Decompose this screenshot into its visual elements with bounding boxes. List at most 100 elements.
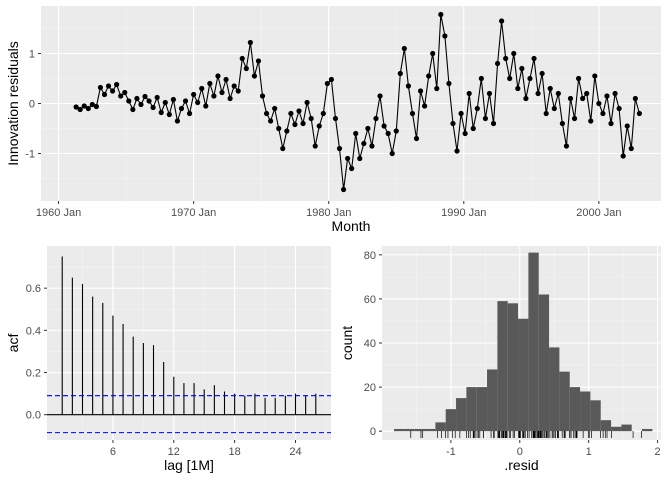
residual-point [316,123,322,129]
histogram-bar [590,400,601,432]
residual-point [138,101,144,108]
residual-point [422,103,428,109]
residual-point [251,73,258,79]
y-tick-label: 80 [364,250,376,262]
histogram-bar [549,347,560,432]
residual-point [567,95,574,102]
residual-point [499,18,505,24]
residual-point [486,90,493,97]
x-tick-label: 1970 Jan [171,207,216,219]
residual-point [612,90,618,97]
residual-point [458,110,464,117]
x-tick-label: 18 [229,446,241,458]
residual-point [490,120,497,127]
x-axis-title: Month [332,218,371,234]
residual-point [417,88,424,94]
residual-point [296,108,302,114]
residual-point [288,110,294,117]
residual-point [596,100,602,107]
residual-point [361,140,367,147]
y-tick-label: 20 [364,382,376,394]
residual-point [268,118,274,124]
residual-point [166,111,172,118]
residual-point [211,93,217,99]
residual-point [401,45,407,52]
residual-point [215,73,221,79]
residual-point [474,105,480,112]
residual-point [616,105,622,112]
residual-point [535,90,541,97]
residual-point [292,121,298,128]
histogram-bar [538,294,550,432]
residual-point [247,39,253,46]
residual-point [259,93,266,99]
residual-point [527,75,533,82]
histogram-bar [507,303,519,432]
x-tick-label: 0 [517,446,523,458]
residual-point [162,99,168,106]
y-tick-label: 0.0 [26,410,41,422]
x-axis-title: .resid [504,457,538,473]
residual-point [89,101,95,108]
residual-point [563,143,570,149]
residual-point [207,80,213,87]
residual-point [174,118,181,124]
residual-point [191,91,197,98]
y-axis-title: Innovation residuals [5,41,21,166]
histogram-bar [456,398,467,432]
residual-point [312,143,318,149]
histogram-bar [580,391,591,432]
histogram-bar [466,387,477,432]
residual-point [126,98,132,104]
residual-point [462,130,468,137]
x-tick-label: 1960 Jan [36,207,81,219]
residual-point [482,115,489,122]
residual-point [101,91,108,98]
x-tick-label: 2 [654,446,660,458]
histogram-bar [600,420,612,432]
residual-point [426,73,432,79]
residual-point [109,88,116,94]
residual-point [146,98,152,104]
y-tick-label: -1 [25,149,35,161]
residual-point [604,93,610,99]
histogram-bar [445,409,457,432]
residual-point [263,110,270,117]
residual-point [357,155,363,162]
residual-point [478,75,484,82]
histogram-bar [518,318,529,432]
residual-point [284,128,290,134]
residual-point [118,93,124,99]
residual-point [239,55,245,62]
residual-point [409,110,416,117]
residual-point [584,90,590,97]
residual-point [450,120,456,127]
histogram-bar [476,387,488,432]
residual-point [308,115,314,122]
histogram-bar [497,301,508,432]
residual-point [365,125,371,132]
x-tick-label: 1 [586,446,592,458]
residual-point [142,93,148,100]
y-tick-label: 0.6 [26,283,41,295]
residual-point [543,110,549,117]
residual-point [547,85,553,92]
residual-point [369,143,375,149]
residual-point [154,94,160,101]
residual-point [170,96,176,103]
y-tick-label: 1 [29,49,35,61]
histogram-bar [528,252,539,432]
residual-point [624,123,630,129]
residual-point [588,118,594,124]
residual-point [413,135,420,142]
residual-point [93,103,99,110]
plot-background [47,246,331,440]
residual-point [580,95,586,102]
x-axis-title: lag [1M] [164,457,214,473]
x-tick-label: 24 [289,446,301,458]
residual-point [186,110,193,117]
residual-point [507,75,513,82]
residual-point [353,130,359,137]
residual-point [203,103,209,109]
